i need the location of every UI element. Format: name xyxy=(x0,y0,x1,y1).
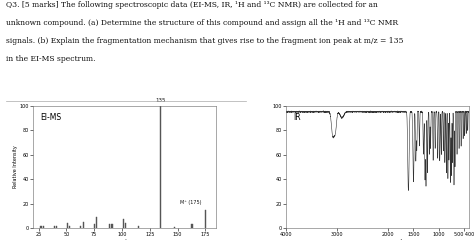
Bar xyxy=(138,226,139,228)
X-axis label: m/z: m/z xyxy=(119,239,130,240)
Text: Q3. [5 marks] The following spectroscopic data (EI-MS, IR, ¹H and ¹³C NMR) are c: Q3. [5 marks] The following spectroscopi… xyxy=(6,1,378,9)
Bar xyxy=(82,222,84,228)
Text: IR: IR xyxy=(293,113,301,122)
Text: signals. (b) Explain the fragmentation mechanism that gives rise to the fragment: signals. (b) Explain the fragmentation m… xyxy=(6,37,403,45)
Bar xyxy=(160,106,162,228)
Bar xyxy=(205,210,206,228)
Bar xyxy=(123,219,124,228)
Text: EI-MS: EI-MS xyxy=(40,113,62,122)
Bar xyxy=(69,226,70,228)
Bar xyxy=(54,226,55,228)
Bar xyxy=(125,223,126,228)
Bar xyxy=(94,224,95,228)
Text: 135: 135 xyxy=(155,98,166,103)
Bar xyxy=(96,217,97,228)
Text: in the EI-MS spectrum.: in the EI-MS spectrum. xyxy=(6,55,95,63)
Text: M⁺ (175): M⁺ (175) xyxy=(180,200,201,205)
Bar xyxy=(109,224,110,228)
Bar xyxy=(67,223,68,228)
Bar xyxy=(40,226,42,228)
X-axis label: Wavenumber(cm⁻¹): Wavenumber(cm⁻¹) xyxy=(350,239,405,240)
Bar xyxy=(81,226,82,228)
Text: unknown compound. (a) Determine the structure of this compound and assign all th: unknown compound. (a) Determine the stru… xyxy=(6,19,398,27)
Bar xyxy=(173,227,175,228)
Y-axis label: Relative Intensity: Relative Intensity xyxy=(13,145,18,188)
Bar xyxy=(111,224,113,228)
Bar xyxy=(56,226,57,228)
Bar xyxy=(43,226,44,228)
Bar xyxy=(191,224,192,228)
